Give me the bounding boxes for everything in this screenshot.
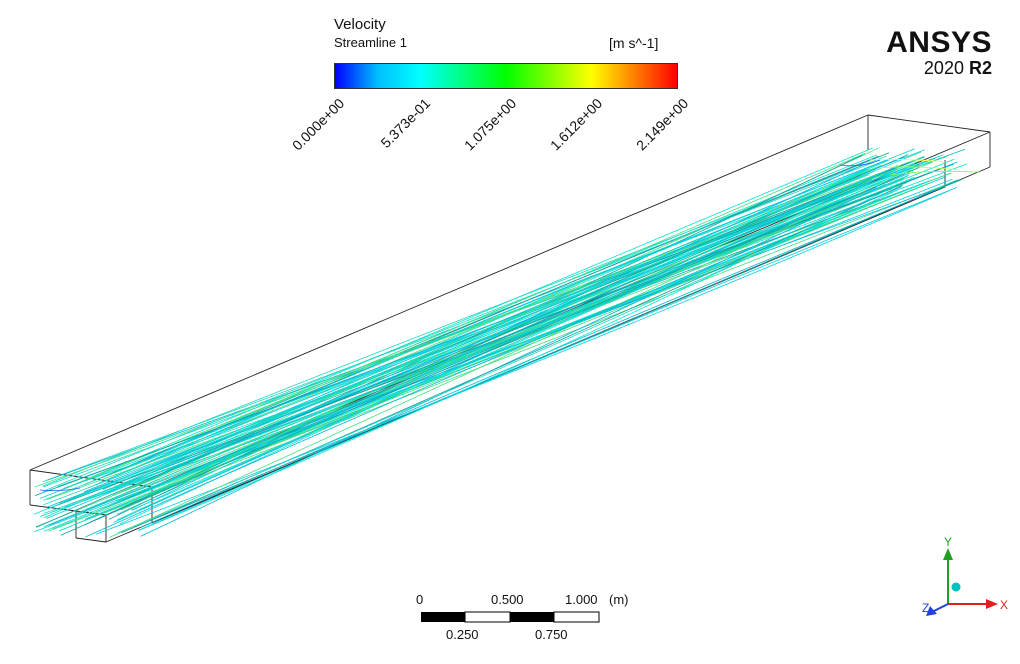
streamline xyxy=(70,168,867,501)
outline-edge xyxy=(867,114,991,133)
legend-subtitle: Streamline 1 xyxy=(334,35,407,50)
scale-segment xyxy=(510,612,554,622)
streamline xyxy=(84,179,959,521)
scale-segment xyxy=(464,611,511,623)
z-axis-arrow-icon xyxy=(926,606,937,616)
ansys-logo: ANSYS 2020 R2 xyxy=(886,26,992,79)
streamline xyxy=(140,183,886,537)
streamline xyxy=(47,172,952,510)
streamline xyxy=(109,191,865,538)
streamline xyxy=(46,176,872,519)
axis-triad[interactable]: Y X Z xyxy=(910,530,1010,620)
brand-name: ANSYS xyxy=(886,26,992,59)
streamline xyxy=(85,186,902,538)
streamline xyxy=(869,158,946,163)
y-axis-arrow-icon xyxy=(943,548,953,560)
outline-edge xyxy=(29,114,869,471)
streamline xyxy=(138,185,895,531)
scale-label-0-500: 0.500 xyxy=(491,592,524,607)
x-axis-arrow-icon xyxy=(986,599,998,609)
brand-version: 2020 R2 xyxy=(886,58,992,78)
legend-units: [m s^-1] xyxy=(609,35,659,51)
streamline xyxy=(87,147,873,479)
y-axis-label: Y xyxy=(944,535,952,549)
streamline xyxy=(42,155,887,487)
streamline xyxy=(35,188,893,528)
scale-label-0-250: 0.250 xyxy=(446,627,479,642)
x-axis-label: X xyxy=(1000,598,1008,612)
outline-edge xyxy=(75,537,107,543)
brand-version-year: 2020 xyxy=(923,58,964,78)
legend-title: Velocity xyxy=(334,16,386,33)
streamline xyxy=(138,186,958,531)
scale-segment xyxy=(421,612,465,622)
streamline xyxy=(889,171,981,176)
streamline xyxy=(35,182,908,528)
streamline xyxy=(60,186,877,536)
scale-segment xyxy=(553,611,600,623)
streamline xyxy=(839,159,881,167)
scale-unit: (m) xyxy=(609,592,629,607)
streamline xyxy=(48,186,943,526)
streamline xyxy=(42,159,881,492)
streamline xyxy=(117,189,899,534)
brand-version-release: R2 xyxy=(968,58,992,78)
scale-bar-graphic xyxy=(421,611,600,623)
scale-label-1-000: 1.000 xyxy=(565,592,598,607)
scale-label-0-750: 0.750 xyxy=(535,627,568,642)
streamlines xyxy=(33,147,981,538)
scale-bar: 0 0.500 1.000 (m) 0.250 0.750 xyxy=(412,592,662,652)
streamline xyxy=(43,170,875,506)
streamline xyxy=(113,180,864,523)
streamline xyxy=(879,166,961,171)
streamline xyxy=(83,152,866,482)
streamline xyxy=(133,180,956,528)
scale-label-0: 0 xyxy=(416,592,424,607)
z-axis-line xyxy=(931,603,949,613)
streamline xyxy=(44,185,864,532)
streamline xyxy=(47,161,933,500)
streamline xyxy=(39,487,81,492)
outline-edge xyxy=(29,504,77,512)
z-axis-label: Z xyxy=(922,601,929,615)
streamline xyxy=(43,174,870,519)
streamline xyxy=(33,169,911,515)
colorbar xyxy=(334,63,678,89)
triad-center-icon xyxy=(951,582,961,592)
